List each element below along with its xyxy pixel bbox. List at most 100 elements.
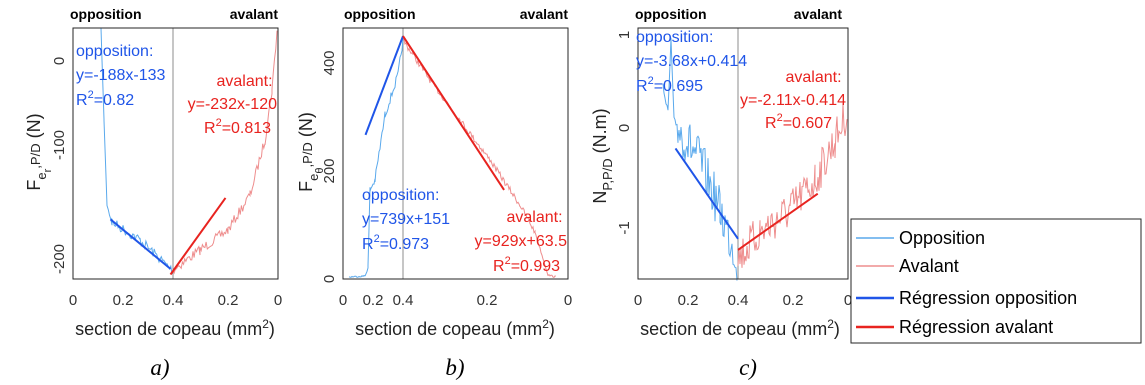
panel-b-axes-box: [342, 27, 569, 280]
panel-a-y-tail: ,P/D: [28, 143, 43, 168]
panel-a-x-tick: 0.2: [218, 292, 239, 309]
panel-a-x-axis-text: section de copeau (mm: [75, 319, 262, 339]
panel-b-y-tick: 0: [321, 275, 338, 283]
panel-b-ava-eq: y=929x+63.5: [474, 233, 567, 250]
panel-b-x-tick: 0.2: [363, 292, 384, 309]
panel-c-x-axis-sup: 2: [827, 317, 834, 331]
legend-box: [850, 218, 1142, 344]
panel-b-avalant-r2: R2=0.993: [493, 255, 560, 275]
panel-b-ava-r-sup: 2: [505, 255, 511, 267]
panel-b-right-title: avalant: [520, 6, 569, 22]
panel-a-y-sub2: r: [42, 168, 54, 172]
panel-c-y-axis-label: NP,P/D (N.m): [590, 108, 615, 203]
panel-a-opposition-fit-line: [109, 218, 172, 270]
panel-a-y-axis-label: Fer,P/D (N): [24, 113, 54, 190]
panel-a-y-unit: (N): [24, 113, 44, 143]
panel-a-x-axis-close: ): [269, 319, 275, 339]
panel-c-opp-r-val: 0.695: [663, 78, 703, 95]
panel-c-axes-box: [637, 27, 849, 280]
panel-a-opp-r-sup: 2: [88, 89, 94, 101]
panel-a-avalant-fit-line: [169, 197, 227, 276]
panel-c-label: c): [739, 355, 757, 380]
panel-b-left-title: opposition: [344, 6, 416, 22]
panel-b-opp-name: opposition:: [362, 187, 439, 204]
panel-c-avalant-fit-line: [737, 192, 819, 251]
panel-a-x-tick: 0: [69, 292, 77, 309]
panel-b-x-tick: 0: [564, 292, 572, 309]
panel-b-ava-name: avalant:: [507, 209, 563, 226]
panel-a-ava-r-val: 0.813: [231, 120, 271, 137]
panel-a-opposition-raw-line: [100, 27, 173, 275]
panel-b-ava-r-val: 0.993: [520, 258, 560, 275]
panel-c-opp-r-letter: R: [636, 78, 648, 95]
panel-c-x-tick: 0.4: [728, 292, 749, 309]
panel-a-y-tick: -100: [51, 130, 68, 160]
panel-c: opposition avalant 0 0.2 0.4 0.2 0 1 0 -…: [590, 6, 852, 380]
panel-b-y-sub2: θ: [314, 167, 326, 173]
panel-b-x-axis-text: section de copeau (mm: [355, 319, 542, 339]
panel-a-ava-r-sup: 2: [216, 117, 222, 129]
panel-b-x-axis-label: section de copeau (mm2): [355, 317, 555, 339]
panel-c-ava-r-val: 0.607: [792, 115, 832, 132]
panel-a-ava-name: avalant:: [217, 73, 273, 90]
panel-b-y-tick: 400: [321, 50, 338, 75]
panel-a-x-tick: 0.4: [163, 292, 184, 309]
panel-a-x-ticks: 0 0.2 0.4 0.2 0: [69, 292, 282, 309]
panel-b-x-axis-close: ): [549, 319, 555, 339]
panel-c-x-tick: 0: [844, 292, 852, 309]
panel-c-opp-eq: y=-3.68x+0.414: [636, 53, 747, 70]
panel-b-y-tail: ,P/D: [300, 142, 315, 167]
panel-a-y-sub: e: [34, 172, 49, 179]
panel-c-opposition-raw-line: [662, 37, 738, 281]
panel-b-avalant-annotation: avalant: y=929x+63.5: [474, 209, 567, 250]
panel-b-y-main: F: [296, 181, 316, 192]
panel-a-y-tick: -200: [51, 244, 68, 274]
panel-c-x-tick: 0: [634, 292, 642, 309]
panel-a-label: a): [150, 355, 169, 380]
panel-b-y-axis-label: Feθ,P/D (N): [296, 112, 326, 192]
panel-a-opp-r-letter: R: [76, 92, 88, 109]
panel-c-left-title: opposition: [635, 6, 707, 22]
panel-b-avalant-raw-line: [402, 37, 557, 278]
panel-c-y-tick: 1: [616, 31, 633, 39]
legend-label-avalant: Avalant: [899, 256, 959, 276]
panel-b-avalant-fit-line: [402, 35, 505, 191]
panel-a-opp-eq: y=-188x-133: [76, 67, 165, 84]
panel-a-avalant-raw-line: [172, 30, 278, 275]
panel-c-y-sub: P,P/D: [600, 158, 615, 190]
panel-c-x-axis-label: section de copeau (mm2): [640, 317, 840, 339]
panel-c-opposition-fit-line: [674, 147, 739, 240]
panel-a-x-axis-sup: 2: [262, 317, 269, 331]
legend: Opposition Avalant Régression opposition…: [850, 218, 1142, 344]
panel-b-opposition-annotation: opposition: y=739x+151 R2=0.973: [362, 187, 455, 253]
panel-a-x-tick: 0: [274, 292, 282, 309]
panel-c-y-tick: 0: [616, 124, 633, 132]
panel-a-ava-r-eq: =: [222, 120, 231, 137]
panel-c-avalant-raw-line: [737, 103, 848, 268]
panel-b-opposition-raw-line: [348, 37, 404, 278]
panel-c-ava-r-eq: =: [783, 115, 792, 132]
panel-a-ava-eq: y=-232x-120: [188, 96, 277, 113]
panel-b-y-unit: (N): [296, 112, 316, 142]
legend-label-regression-avalant: Régression avalant: [899, 317, 1053, 337]
panel-c-x-axis-close: ): [834, 319, 840, 339]
panel-a-y-tick: 0: [51, 57, 68, 65]
legend-label-regression-opposition: Régression opposition: [899, 288, 1077, 308]
panel-a-x-tick: 0.2: [113, 292, 134, 309]
panel-c-opp-name: opposition:: [636, 29, 713, 46]
panel-b-ava-r-eq: =: [511, 258, 520, 275]
panel-a-opp-name: opposition:: [76, 43, 153, 60]
panel-b-y-tick: 200: [321, 158, 338, 183]
panel-c-avalant-annotation: avalant: y=-2.11x-0.414: [740, 69, 846, 109]
panel-b-label: b): [445, 355, 464, 380]
panel-c-ava-eq: y=-2.11x-0.414: [740, 92, 846, 109]
panel-c-x-tick: 0.2: [783, 292, 804, 309]
panel-b-opp-r-val: 0.973: [389, 236, 429, 253]
panel-c-y-unit: (N.m): [590, 108, 610, 158]
panel-c-x-ticks: 0 0.2 0.4 0.2 0: [634, 292, 852, 309]
panel-c-y-tick: -1: [616, 221, 633, 234]
panel-a-y-main: F: [24, 180, 44, 191]
panel-c-ava-r-letter: R: [765, 115, 777, 132]
panel-a-left-title: opposition: [70, 6, 142, 22]
panel-a-opp-r-eq: =: [94, 92, 103, 109]
